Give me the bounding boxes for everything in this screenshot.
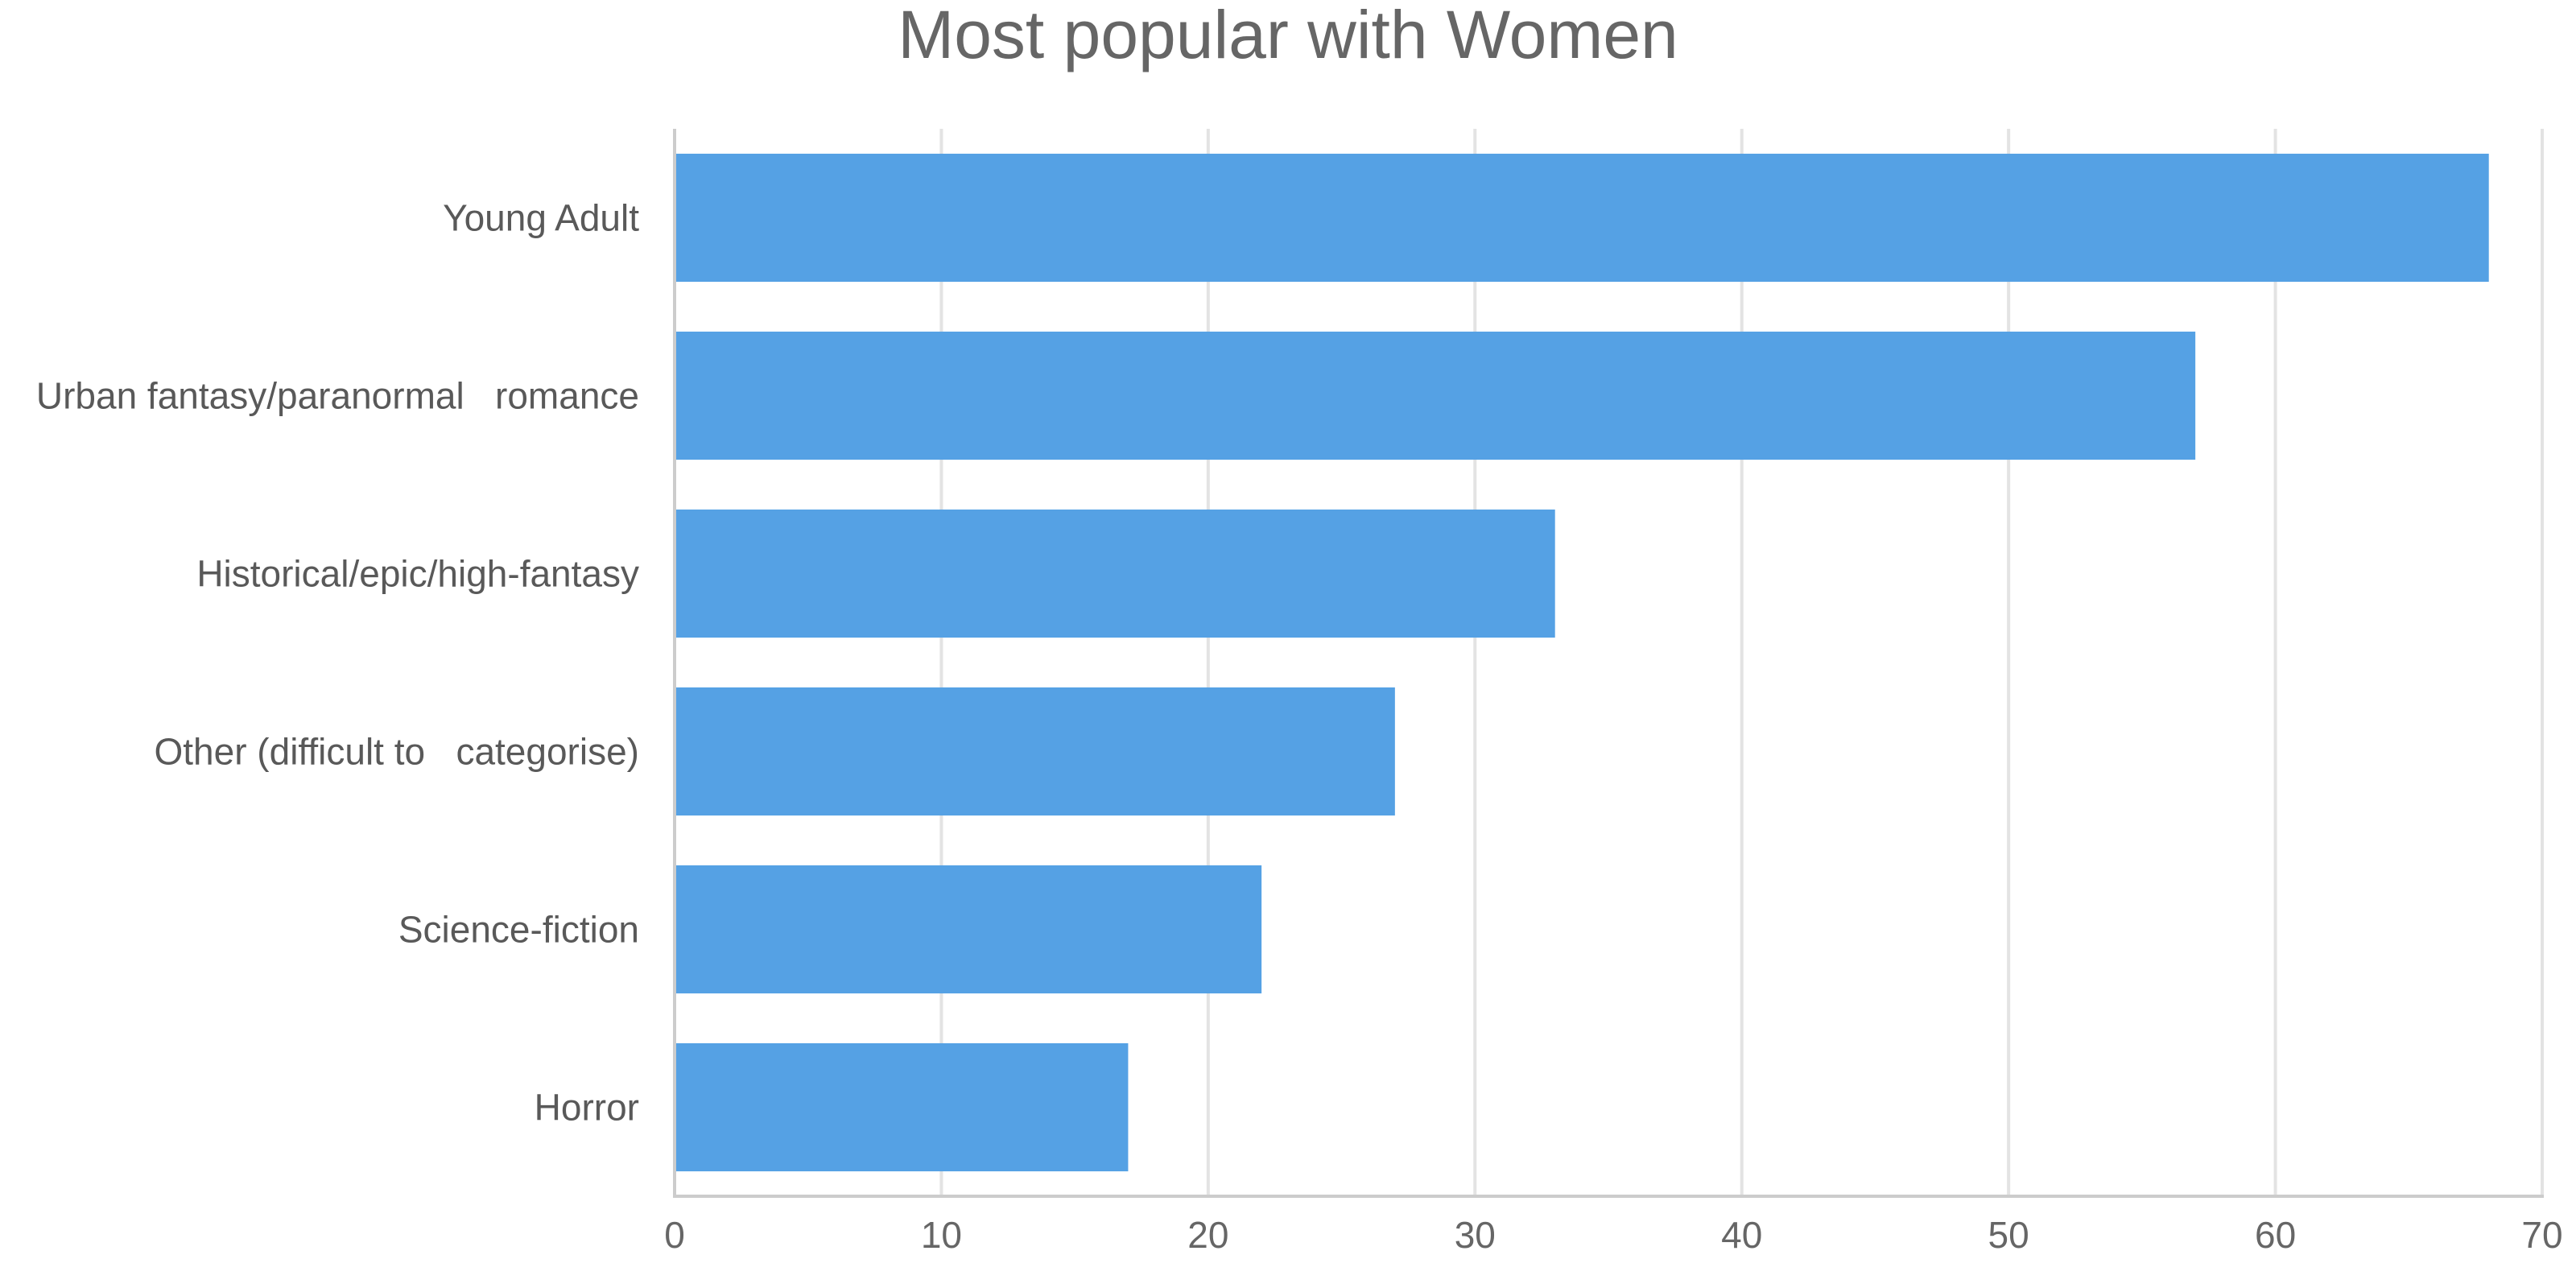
category-label: Young Adult [443, 197, 639, 239]
x-tick-labels: 0 10 20 30 40 50 60 70 [664, 1214, 2562, 1256]
x-tick-label: 30 [1455, 1214, 1496, 1256]
bar [675, 865, 1262, 994]
bar [675, 153, 2489, 283]
category-label: Horror [535, 1087, 639, 1129]
category-labels: Young Adult Urban fantasy/paranormal roma… [36, 197, 639, 1129]
x-tick-label: 70 [2521, 1214, 2562, 1256]
gridlines [939, 129, 2544, 1196]
x-tick-label: 50 [1988, 1214, 2029, 1256]
x-tick-label: 20 [1187, 1214, 1228, 1256]
x-tick-label: 60 [2255, 1214, 2296, 1256]
category-label: Other (difficult to categorise) [154, 731, 639, 773]
bar [675, 1042, 1129, 1172]
axes [673, 129, 2544, 1198]
chart-title: Most popular with Women [898, 0, 1678, 72]
category-label: Science-fiction [398, 909, 639, 951]
category-label: Historical/epic/high-fantasy [196, 553, 639, 595]
x-tick-label: 0 [664, 1214, 685, 1256]
bars [675, 153, 2489, 1172]
category-label: Urban fantasy/paranormal romance [36, 375, 639, 417]
x-tick-label: 10 [921, 1214, 962, 1256]
bar [675, 509, 1555, 638]
x-tick-label: 40 [1721, 1214, 1762, 1256]
bar [675, 331, 2196, 460]
bar [675, 687, 1395, 816]
